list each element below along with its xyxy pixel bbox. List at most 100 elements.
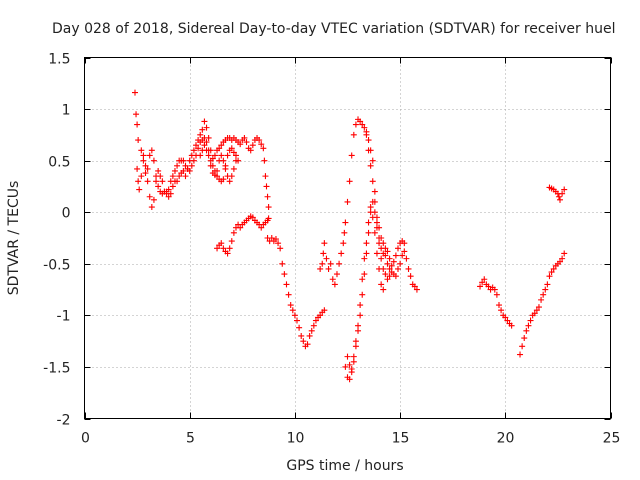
data-point xyxy=(382,252,389,259)
data-point xyxy=(502,314,509,321)
series-arc7 xyxy=(344,198,420,372)
data-point xyxy=(199,126,206,133)
y-axis-label: SDTVAR / TECUs xyxy=(6,181,22,296)
data-point xyxy=(261,157,268,164)
data-point xyxy=(365,219,372,226)
data-point xyxy=(265,215,272,222)
data-point xyxy=(361,255,368,262)
data-point xyxy=(350,353,357,360)
data-point xyxy=(348,369,355,376)
data-point xyxy=(531,310,538,317)
series-arc4 xyxy=(214,213,272,257)
x-axis-label: GPS time / hours xyxy=(286,458,403,474)
data-point xyxy=(308,327,315,334)
data-point xyxy=(176,173,183,180)
data-point xyxy=(388,262,395,269)
data-point xyxy=(365,137,372,144)
data-point xyxy=(346,361,353,368)
data-point xyxy=(260,145,267,152)
data-point xyxy=(167,190,174,197)
data-point xyxy=(291,312,298,319)
data-point xyxy=(159,178,166,185)
data-point xyxy=(180,167,187,174)
data-point xyxy=(180,157,187,164)
data-point xyxy=(174,178,181,185)
data-point xyxy=(411,283,418,290)
data-point xyxy=(203,124,210,131)
data-point xyxy=(153,178,160,185)
data-point xyxy=(355,322,362,329)
data-point xyxy=(382,245,389,252)
data-point xyxy=(287,302,294,309)
data-point xyxy=(134,121,141,128)
data-point xyxy=(373,219,380,226)
data-point xyxy=(479,279,486,286)
data-point xyxy=(247,147,254,154)
data-point xyxy=(317,312,324,319)
data-point xyxy=(144,165,151,172)
data-point xyxy=(359,121,366,128)
data-point xyxy=(521,335,528,342)
data-point xyxy=(407,273,414,280)
data-point xyxy=(346,178,353,185)
data-point xyxy=(300,338,307,345)
data-point xyxy=(493,291,500,298)
data-point xyxy=(142,170,149,177)
data-point xyxy=(384,260,391,267)
data-point xyxy=(140,152,147,159)
data-point xyxy=(392,273,399,280)
data-point xyxy=(485,283,492,290)
data-point xyxy=(376,265,383,272)
data-point xyxy=(397,260,404,267)
data-point xyxy=(342,219,349,226)
data-point xyxy=(355,327,362,334)
data-point xyxy=(481,276,488,283)
data-point xyxy=(243,139,250,146)
data-point xyxy=(256,137,263,144)
data-point xyxy=(220,245,227,252)
data-point xyxy=(394,265,401,272)
data-point xyxy=(333,271,340,278)
data-point xyxy=(228,238,235,245)
data-point xyxy=(214,167,221,174)
data-point xyxy=(218,142,225,149)
x-tick-labels: 0 5 10 15 20 25 xyxy=(81,431,620,447)
data-point xyxy=(226,178,233,185)
data-point xyxy=(277,245,284,252)
data-point xyxy=(268,235,275,241)
data-point xyxy=(352,121,359,128)
data-point xyxy=(136,186,143,193)
data-point xyxy=(495,302,502,309)
data-point xyxy=(321,307,328,314)
data-point xyxy=(201,118,208,125)
data-point xyxy=(281,271,288,278)
data-point xyxy=(306,332,313,339)
data-point xyxy=(384,276,391,283)
data-point xyxy=(538,296,545,303)
data-point xyxy=(207,162,214,169)
series-arc3 xyxy=(197,142,239,185)
data-point xyxy=(369,178,376,185)
data-point xyxy=(371,198,378,205)
data-point xyxy=(201,142,208,149)
data-point xyxy=(205,152,212,159)
data-point xyxy=(150,157,157,164)
data-point xyxy=(140,157,147,164)
data-point xyxy=(211,172,218,179)
data-point xyxy=(357,302,364,309)
data-point xyxy=(340,240,347,247)
data-point xyxy=(361,271,368,278)
data-point xyxy=(357,312,364,319)
data-point xyxy=(401,240,408,247)
data-point xyxy=(519,343,526,350)
data-point xyxy=(561,186,568,193)
data-point xyxy=(272,236,279,243)
data-point xyxy=(544,281,551,288)
data-point xyxy=(331,281,338,288)
data-point xyxy=(197,152,204,159)
data-point xyxy=(367,204,374,211)
data-point xyxy=(403,255,410,262)
data-point xyxy=(525,322,532,329)
data-point xyxy=(359,276,366,283)
data-point xyxy=(275,240,282,247)
